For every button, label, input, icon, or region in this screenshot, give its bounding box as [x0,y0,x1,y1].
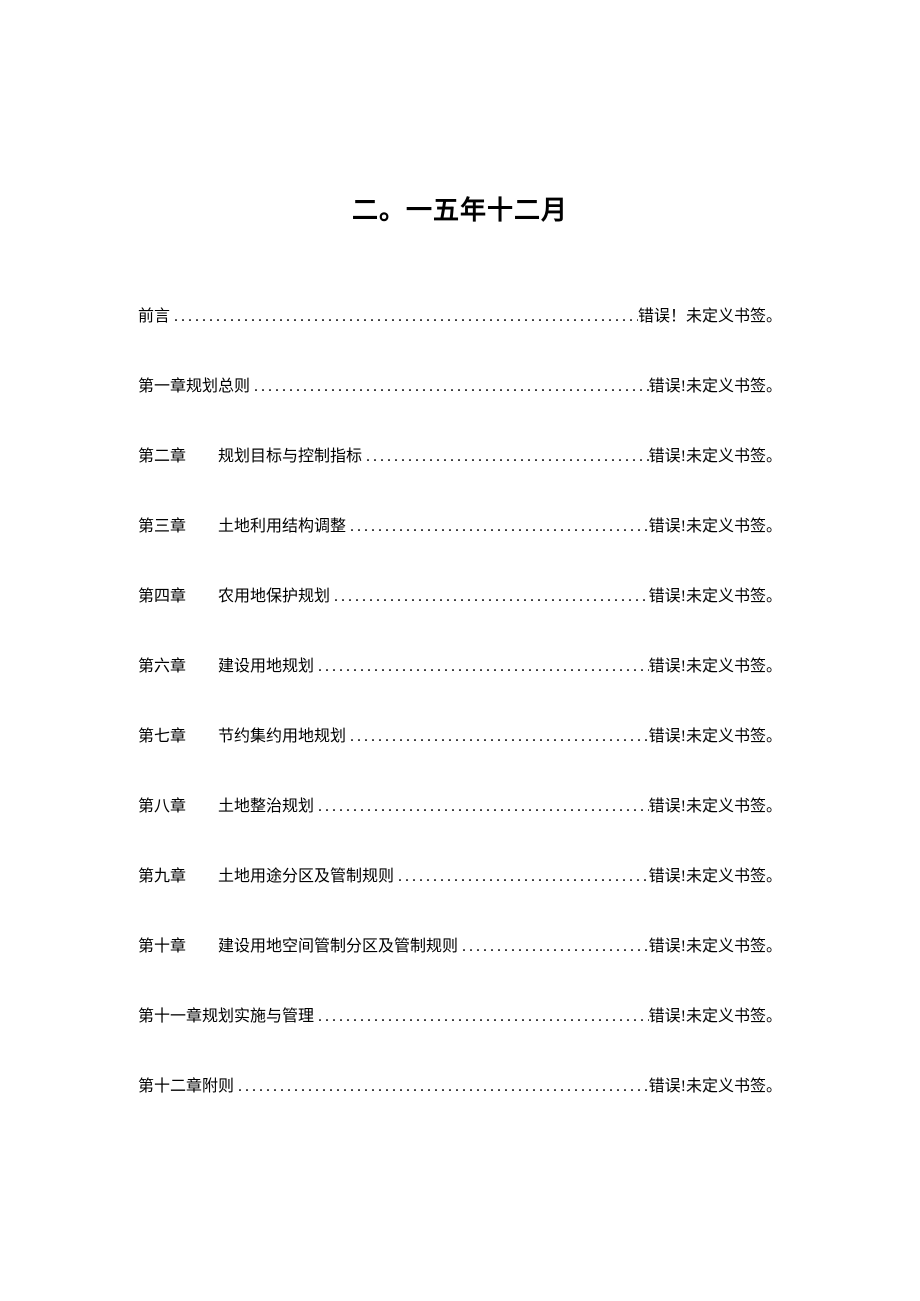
toc-chapter: 第九章 [138,862,186,886]
table-of-contents: 前言......................................… [138,302,782,1096]
toc-row: 第十一章规划实施与管理.............................… [138,1002,782,1026]
toc-gap [186,652,218,676]
toc-label: 土地用途分区及管制规则 [218,862,394,886]
toc-label: 土地利用结构调整 [218,512,346,536]
toc-row: 第八章 土地整治规划..............................… [138,792,782,816]
toc-chapter: 第七章 [138,722,186,746]
toc-gap [186,442,218,466]
toc-chapter: 第二章 [138,442,186,466]
toc-page-ref: 错误!未定义书签。 [649,1002,782,1026]
toc-leader-dots: ........................................… [346,518,649,536]
toc-leader-dots: ........................................… [250,378,649,396]
toc-gap [186,792,218,816]
toc-gap [186,722,218,746]
toc-page-ref: 错误!未定义书签。 [649,792,782,816]
toc-label: 建设用地空间管制分区及管制规则 [218,932,458,956]
toc-row: 前言......................................… [138,302,782,326]
toc-gap [186,862,218,886]
toc-leader-dots: ........................................… [314,658,649,676]
toc-chapter: 第十章 [138,932,186,956]
toc-page-ref: 错误!未定义书签。 [649,582,782,606]
toc-row: 第一章规划总则.................................… [138,372,782,396]
toc-page-ref: 错误!未定义书签。 [649,932,782,956]
document-page: 二。一五年十二月 前言.............................… [0,0,920,1301]
toc-page-ref: 错误!未定义书签。 [649,1072,782,1096]
toc-label: 规划目标与控制指标 [218,442,362,466]
toc-page-ref: 错误!未定义书签。 [649,862,782,886]
toc-leader-dots: ........................................… [170,308,638,326]
toc-leader-dots: ........................................… [458,938,649,956]
toc-chapter: 第八章 [138,792,186,816]
toc-leader-dots: ........................................… [314,798,649,816]
toc-page-ref: 错误!未定义书签。 [649,722,782,746]
toc-gap [186,512,218,536]
toc-row: 第六章 建设用地规划..............................… [138,652,782,676]
toc-leader-dots: ........................................… [234,1078,649,1096]
toc-row: 第七章 节约集约用地规划............................… [138,722,782,746]
toc-label: 土地整治规划 [218,792,314,816]
toc-row: 第十二章附则..................................… [138,1072,782,1096]
toc-leader-dots: ........................................… [314,1008,649,1026]
toc-row: 第九章 土地用途分区及管制规则.........................… [138,862,782,886]
toc-leader-dots: ........................................… [394,868,649,886]
toc-gap [186,582,218,606]
toc-chapter: 第六章 [138,652,186,676]
toc-row: 第四章 农用地保护规划.............................… [138,582,782,606]
toc-label: 建设用地规划 [218,652,314,676]
toc-leader-dots: ........................................… [346,728,649,746]
toc-leader-dots: ........................................… [330,588,649,606]
toc-gap [186,932,218,956]
page-title: 二。一五年十二月 [138,190,782,227]
toc-page-ref: 错误！未定义书签。 [638,302,782,326]
toc-label: 农用地保护规划 [218,582,330,606]
toc-leader-dots: ........................................… [362,448,649,466]
toc-page-ref: 错误!未定义书签。 [649,652,782,676]
toc-chapter: 第三章 [138,512,186,536]
toc-row: 第三章 土地利用结构调整............................… [138,512,782,536]
toc-chapter: 第十二章附则 [138,1072,234,1096]
toc-label: 节约集约用地规划 [218,722,346,746]
toc-chapter: 前言 [138,302,170,326]
toc-page-ref: 错误!未定义书签。 [649,512,782,536]
toc-row: 第二章 规划目标与控制指标...........................… [138,442,782,466]
toc-chapter: 第四章 [138,582,186,606]
toc-page-ref: 错误!未定义书签。 [649,372,782,396]
toc-chapter: 第十一章规划实施与管理 [138,1002,314,1026]
toc-chapter: 第一章规划总则 [138,372,250,396]
toc-row: 第十章 建设用地空间管制分区及管制规则.....................… [138,932,782,956]
toc-page-ref: 错误!未定义书签。 [649,442,782,466]
